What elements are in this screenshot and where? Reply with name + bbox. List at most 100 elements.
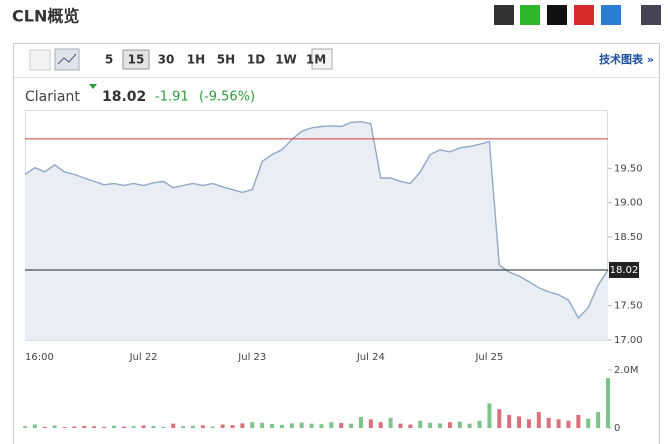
- quote-price: 18.02: [102, 89, 146, 105]
- volume-bar: [141, 425, 146, 428]
- volume-bar: [171, 423, 176, 428]
- line-icon: [57, 53, 77, 65]
- quote-change-pct: (-9.56%): [199, 90, 255, 105]
- weibo-icon[interactable]: [574, 5, 594, 25]
- y-tick-label: 19.00: [614, 198, 643, 209]
- y-tick-label: 18.50: [614, 232, 643, 243]
- volume-bar: [190, 425, 195, 428]
- x-tick-label: Jul 24: [356, 352, 385, 363]
- price-line: [24, 120, 609, 320]
- volume-tick-label: 2.0M: [614, 365, 639, 376]
- volume-bar: [358, 416, 363, 428]
- candle-button[interactable]: [29, 49, 51, 71]
- price-tag: [609, 261, 639, 278]
- page-title: CLN概览: [12, 7, 79, 26]
- volume-bar: [536, 412, 541, 428]
- line-button[interactable]: [54, 48, 80, 71]
- interval-button[interactable]: 1W: [275, 53, 297, 67]
- volume-bar: [507, 414, 512, 428]
- qzone-icon[interactable]: [601, 5, 621, 25]
- volume-bar: [467, 423, 472, 428]
- volume-bar: [279, 424, 284, 428]
- volume-bar: [121, 426, 126, 428]
- volume-bar: [289, 423, 294, 428]
- volume-bar: [368, 419, 373, 428]
- volume-bar: [497, 409, 502, 428]
- volume-bar: [260, 422, 265, 428]
- volume-bar: [200, 425, 205, 428]
- volume-bar: [72, 426, 77, 428]
- volume-bar: [517, 416, 522, 428]
- volume-bar: [606, 378, 610, 428]
- mail-icon[interactable]: [494, 5, 514, 25]
- qq-icon[interactable]: [547, 5, 567, 25]
- info-icon[interactable]: [641, 5, 661, 25]
- y-tick-label: 19.50: [614, 163, 643, 174]
- volume-bar: [418, 420, 423, 428]
- price-tag-label: 18.02: [610, 265, 639, 276]
- volume-bar: [210, 426, 215, 428]
- y-tick-label: 17.50: [614, 301, 643, 312]
- volume-bar: [62, 427, 67, 428]
- x-tick-label: Jul 25: [474, 352, 503, 363]
- volume-bar: [220, 424, 225, 428]
- volume-bar: [339, 423, 344, 428]
- x-tick-label: Jul 22: [129, 352, 158, 363]
- share-icons[interactable]: [494, 5, 661, 25]
- interval-button[interactable]: 5H: [217, 53, 235, 67]
- volume-bar: [309, 423, 314, 428]
- interval-button[interactable]: 5: [105, 53, 113, 67]
- volume-bar: [299, 422, 304, 428]
- y-tick-label: 17.00: [614, 335, 643, 346]
- volume-bar: [131, 426, 136, 428]
- volume-bar: [596, 412, 601, 428]
- quote-name: Clariant: [25, 89, 80, 105]
- volume-bar: [487, 403, 492, 428]
- volume-bar: [92, 426, 97, 428]
- volume-bar: [329, 422, 334, 428]
- volume-bar: [270, 423, 275, 428]
- calendar-button[interactable]: [311, 48, 333, 70]
- volume-bar: [438, 423, 443, 428]
- volume-bar: [457, 421, 462, 428]
- interval-button[interactable]: 15: [128, 53, 145, 67]
- volume-bar: [378, 422, 383, 428]
- volume-bar: [428, 422, 433, 428]
- volume-bar: [586, 418, 591, 428]
- volume-bar: [82, 425, 87, 428]
- volume-bar: [181, 426, 186, 428]
- volume-bar: [477, 420, 482, 428]
- interval-selected: [122, 49, 150, 70]
- volume-bar: [408, 424, 413, 428]
- volume-bar: [319, 424, 324, 428]
- volume-bar: [566, 420, 571, 428]
- volume-bar: [556, 419, 561, 428]
- volume-bar: [526, 419, 531, 428]
- interval-button[interactable]: 30: [158, 53, 175, 67]
- panel: [13, 43, 660, 444]
- tech-chart-link[interactable]: 技术图表 »: [599, 52, 654, 66]
- x-tick-label: Jul 23: [237, 352, 266, 363]
- wechat-icon[interactable]: [520, 5, 540, 25]
- volume-bar: [32, 424, 37, 428]
- x-tick-label: 16:00: [25, 352, 54, 363]
- volume-bar: [576, 414, 581, 428]
- volume-tick-label: 0: [614, 423, 620, 434]
- volume-bar: [102, 426, 107, 428]
- volume-bar: [546, 417, 551, 428]
- volume-bar: [23, 426, 27, 428]
- quote-change: -1.91: [155, 90, 189, 105]
- volume-bar: [240, 423, 245, 428]
- interval-button[interactable]: 1D: [247, 53, 265, 67]
- volume-bar: [250, 422, 255, 428]
- volume-bar: [230, 425, 235, 428]
- interval-button[interactable]: 1H: [187, 53, 205, 67]
- down-arrow: [89, 84, 97, 89]
- interval-button[interactable]: 1M: [306, 53, 326, 67]
- volume-bar: [349, 423, 354, 428]
- volume-bar: [398, 423, 403, 428]
- volume-bar: [447, 422, 452, 428]
- volume-bar: [42, 426, 47, 428]
- volume-bar: [388, 417, 393, 428]
